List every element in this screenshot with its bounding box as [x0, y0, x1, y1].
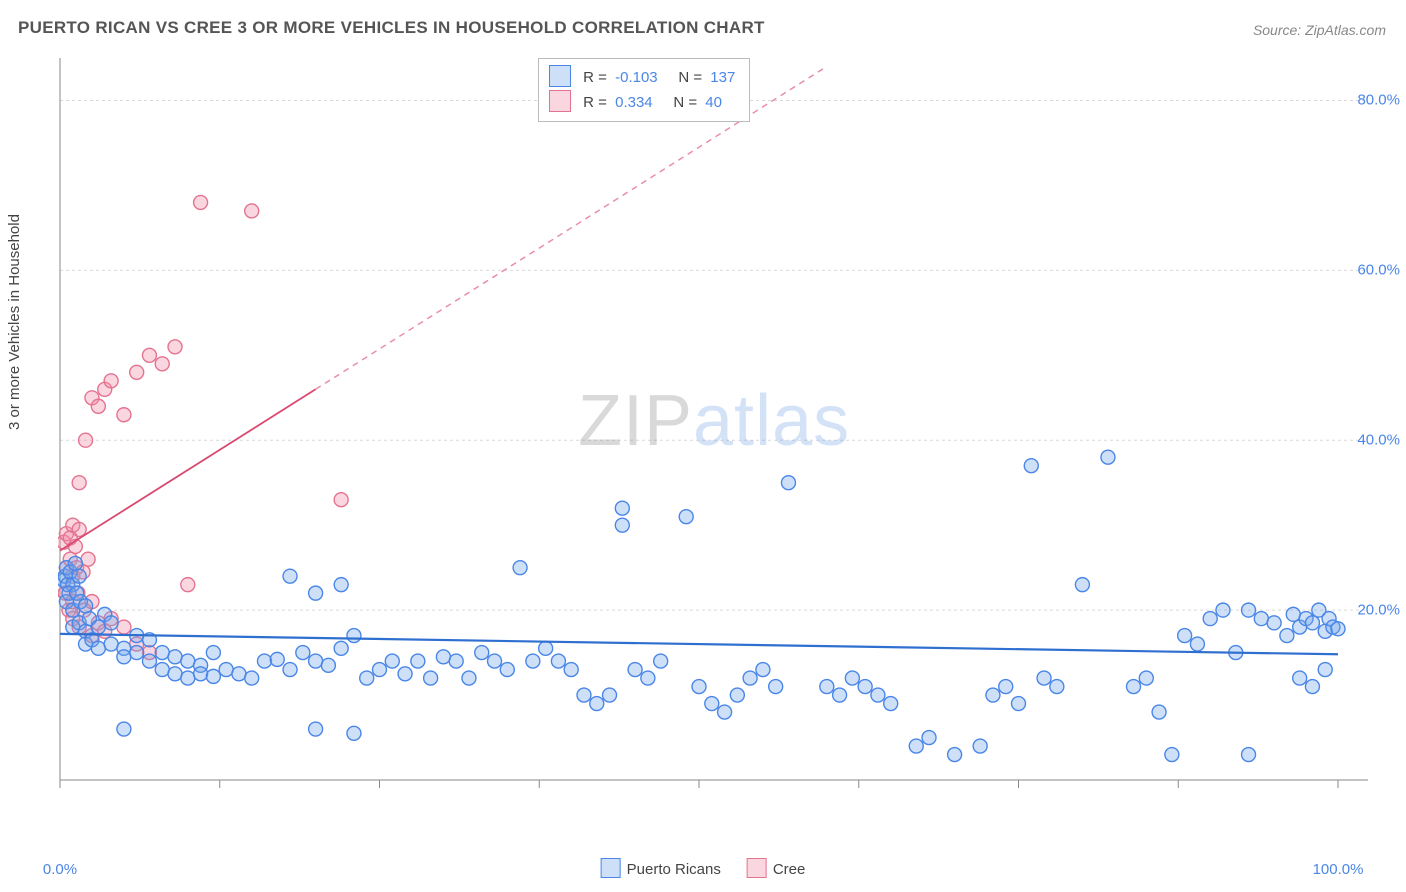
- y-tick-label: 60.0%: [1357, 262, 1400, 279]
- r-value-s2: 0.334: [615, 94, 653, 111]
- n-value-s2: 40: [705, 94, 722, 111]
- legend-label-s1: Puerto Ricans: [627, 861, 721, 878]
- swatch-s2-icon: [549, 90, 571, 112]
- scatter-plot: ZIPatlas R = -0.103 N = 137 R = 0.334 N …: [58, 50, 1378, 820]
- swatch-s2-icon: [747, 858, 767, 878]
- y-axis-label: 3 or more Vehicles in Household: [6, 214, 23, 430]
- stats-row-s1: R = -0.103 N = 137: [549, 65, 739, 90]
- r-label: R =: [583, 69, 607, 86]
- stats-row-s2: R = 0.334 N = 40: [549, 90, 739, 115]
- swatch-s1-icon: [601, 858, 621, 878]
- y-tick-label: 20.0%: [1357, 602, 1400, 619]
- legend-item-s2: Cree: [747, 858, 806, 878]
- legend-bottom: Puerto Ricans Cree: [601, 858, 806, 878]
- n-label: N =: [678, 69, 702, 86]
- chart-title: PUERTO RICAN VS CREE 3 OR MORE VEHICLES …: [18, 18, 765, 38]
- r-value-s1: -0.103: [615, 69, 658, 86]
- x-tick-label: 0.0%: [43, 861, 77, 878]
- x-tick-label: 100.0%: [1313, 861, 1364, 878]
- source-label: Source: ZipAtlas.com: [1253, 22, 1386, 38]
- y-tick-label: 40.0%: [1357, 432, 1400, 449]
- chart-svg: [58, 50, 1378, 820]
- stats-legend: R = -0.103 N = 137 R = 0.334 N = 40: [538, 58, 750, 122]
- legend-item-s1: Puerto Ricans: [601, 858, 721, 878]
- n-label: N =: [673, 94, 697, 111]
- y-tick-label: 80.0%: [1357, 92, 1400, 109]
- n-value-s1: 137: [710, 69, 735, 86]
- swatch-s1-icon: [549, 65, 571, 87]
- legend-label-s2: Cree: [773, 861, 806, 878]
- r-label: R =: [583, 94, 607, 111]
